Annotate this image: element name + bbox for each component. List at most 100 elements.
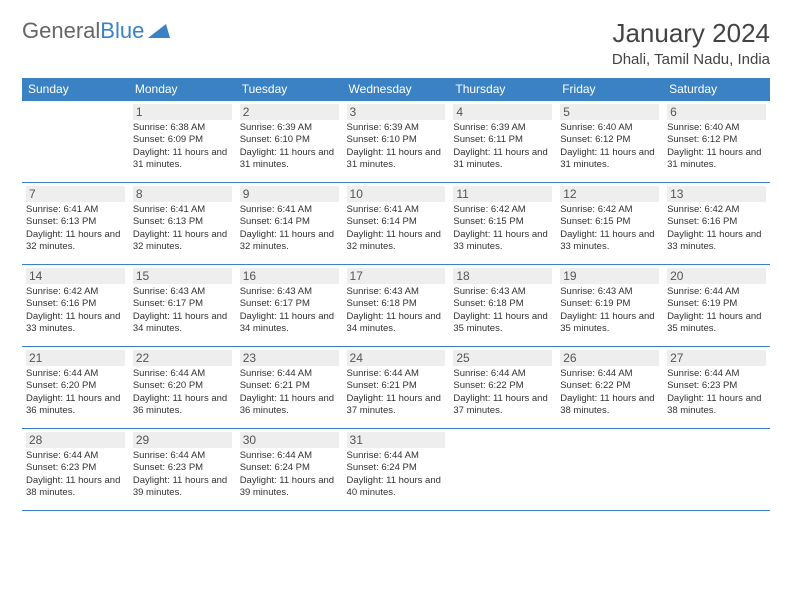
logo: GeneralBlue [22, 18, 170, 44]
sunset-line: Sunset: 6:21 PM [347, 380, 446, 392]
daylight-line: Daylight: 11 hours and 36 minutes. [240, 393, 339, 418]
sunrise-line: Sunrise: 6:42 AM [453, 204, 552, 216]
sunset-line: Sunset: 6:13 PM [26, 216, 125, 228]
calendar-cell: 20Sunrise: 6:44 AMSunset: 6:19 PMDayligh… [663, 265, 770, 347]
triangle-icon [148, 18, 170, 44]
day-number: 16 [240, 268, 339, 284]
sunrise-line: Sunrise: 6:41 AM [347, 204, 446, 216]
weekday-header: Monday [129, 78, 236, 101]
day-number: 5 [560, 104, 659, 120]
day-number: 12 [560, 186, 659, 202]
calendar-cell: 17Sunrise: 6:43 AMSunset: 6:18 PMDayligh… [343, 265, 450, 347]
day-number: 18 [453, 268, 552, 284]
calendar-week: 14Sunrise: 6:42 AMSunset: 6:16 PMDayligh… [22, 265, 770, 347]
weekday-row: SundayMondayTuesdayWednesdayThursdayFrid… [22, 78, 770, 101]
day-details: Sunrise: 6:43 AMSunset: 6:18 PMDaylight:… [453, 286, 552, 335]
sunrise-line: Sunrise: 6:38 AM [133, 122, 232, 134]
calendar-cell [449, 429, 556, 511]
daylight-line: Daylight: 11 hours and 35 minutes. [453, 311, 552, 336]
sunrise-line: Sunrise: 6:42 AM [560, 204, 659, 216]
calendar-cell [663, 429, 770, 511]
daylight-line: Daylight: 11 hours and 33 minutes. [26, 311, 125, 336]
daylight-line: Daylight: 11 hours and 38 minutes. [667, 393, 766, 418]
day-details: Sunrise: 6:39 AMSunset: 6:10 PMDaylight:… [240, 122, 339, 171]
weekday-header: Saturday [663, 78, 770, 101]
calendar-cell: 27Sunrise: 6:44 AMSunset: 6:23 PMDayligh… [663, 347, 770, 429]
day-details: Sunrise: 6:44 AMSunset: 6:19 PMDaylight:… [667, 286, 766, 335]
daylight-line: Daylight: 11 hours and 39 minutes. [240, 475, 339, 500]
calendar-cell: 26Sunrise: 6:44 AMSunset: 6:22 PMDayligh… [556, 347, 663, 429]
daylight-line: Daylight: 11 hours and 37 minutes. [453, 393, 552, 418]
day-details: Sunrise: 6:41 AMSunset: 6:13 PMDaylight:… [26, 204, 125, 253]
day-details: Sunrise: 6:44 AMSunset: 6:24 PMDaylight:… [347, 450, 446, 499]
calendar-head: SundayMondayTuesdayWednesdayThursdayFrid… [22, 78, 770, 101]
logo-text-1: General [22, 18, 100, 44]
day-number: 9 [240, 186, 339, 202]
day-details: Sunrise: 6:44 AMSunset: 6:20 PMDaylight:… [26, 368, 125, 417]
location: Dhali, Tamil Nadu, India [612, 51, 770, 68]
day-number: 24 [347, 350, 446, 366]
day-details: Sunrise: 6:38 AMSunset: 6:09 PMDaylight:… [133, 122, 232, 171]
daylight-line: Daylight: 11 hours and 35 minutes. [667, 311, 766, 336]
calendar-week: 7Sunrise: 6:41 AMSunset: 6:13 PMDaylight… [22, 183, 770, 265]
day-details: Sunrise: 6:44 AMSunset: 6:23 PMDaylight:… [26, 450, 125, 499]
daylight-line: Daylight: 11 hours and 31 minutes. [453, 147, 552, 172]
sunset-line: Sunset: 6:10 PM [347, 134, 446, 146]
calendar-cell: 10 Sunrise: 6:41 AMSunset: 6:14 PMDayligh… [343, 183, 450, 265]
daylight-line: Daylight: 11 hours and 32 minutes. [133, 229, 232, 254]
sunset-line: Sunset: 6:22 PM [453, 380, 552, 392]
sunrise-line: Sunrise: 6:42 AM [26, 286, 125, 298]
calendar-cell: 3 Sunrise: 6:39 AMSunset: 6:10 PMDaylight… [343, 101, 450, 183]
daylight-line: Daylight: 11 hours and 36 minutes. [26, 393, 125, 418]
day-details: Sunrise: 6:43 AMSunset: 6:19 PMDaylight:… [560, 286, 659, 335]
sunrise-line: Sunrise: 6:40 AM [667, 122, 766, 134]
calendar-cell: 31Sunrise: 6:44 AMSunset: 6:24 PMDayligh… [343, 429, 450, 511]
daylight-line: Daylight: 11 hours and 31 minutes. [560, 147, 659, 172]
calendar-week: 21Sunrise: 6:44 AMSunset: 6:20 PMDayligh… [22, 347, 770, 429]
sunrise-line: Sunrise: 6:41 AM [26, 204, 125, 216]
day-details: Sunrise: 6:40 AMSunset: 6:12 PMDaylight:… [667, 122, 766, 171]
daylight-line: Daylight: 11 hours and 31 minutes. [347, 147, 446, 172]
sunset-line: Sunset: 6:24 PM [347, 462, 446, 474]
sunset-line: Sunset: 6:11 PM [453, 134, 552, 146]
sunset-line: Sunset: 6:12 PM [560, 134, 659, 146]
calendar-cell: 13Sunrise: 6:42 AMSunset: 6:16 PMDayligh… [663, 183, 770, 265]
calendar-table: SundayMondayTuesdayWednesdayThursdayFrid… [22, 78, 770, 511]
day-details: Sunrise: 6:42 AMSunset: 6:15 PMDaylight:… [453, 204, 552, 253]
calendar-cell: 23Sunrise: 6:44 AMSunset: 6:21 PMDayligh… [236, 347, 343, 429]
calendar-cell: 28Sunrise: 6:44 AMSunset: 6:23 PMDayligh… [22, 429, 129, 511]
sunrise-line: Sunrise: 6:41 AM [240, 204, 339, 216]
day-details: Sunrise: 6:44 AMSunset: 6:20 PMDaylight:… [133, 368, 232, 417]
sunset-line: Sunset: 6:15 PM [453, 216, 552, 228]
day-number: 10 [347, 186, 446, 202]
day-number: 15 [133, 268, 232, 284]
daylight-line: Daylight: 11 hours and 31 minutes. [667, 147, 766, 172]
day-number: 4 [453, 104, 552, 120]
sunrise-line: Sunrise: 6:44 AM [347, 368, 446, 380]
header: GeneralBlue January 2024 Dhali, Tamil Na… [22, 18, 770, 68]
daylight-line: Daylight: 11 hours and 36 minutes. [133, 393, 232, 418]
logo-text-2: Blue [100, 18, 144, 44]
day-number: 3 [347, 104, 446, 120]
calendar-cell: 6Sunrise: 6:40 AMSunset: 6:12 PMDaylight… [663, 101, 770, 183]
sunset-line: Sunset: 6:15 PM [560, 216, 659, 228]
calendar-cell: 4Sunrise: 6:39 AMSunset: 6:11 PMDaylight… [449, 101, 556, 183]
sunrise-line: Sunrise: 6:41 AM [133, 204, 232, 216]
calendar-cell: 9Sunrise: 6:41 AMSunset: 6:14 PMDaylight… [236, 183, 343, 265]
daylight-line: Daylight: 11 hours and 31 minutes. [240, 147, 339, 172]
sunset-line: Sunset: 6:17 PM [240, 298, 339, 310]
weekday-header: Tuesday [236, 78, 343, 101]
day-number: 14 [26, 268, 125, 284]
daylight-line: Daylight: 11 hours and 37 minutes. [347, 393, 446, 418]
sunset-line: Sunset: 6:19 PM [560, 298, 659, 310]
day-number: 25 [453, 350, 552, 366]
day-details: Sunrise: 6:42 AMSunset: 6:16 PMDaylight:… [667, 204, 766, 253]
day-details: Sunrise: 6:41 AMSunset: 6:14 PMDaylight:… [347, 204, 446, 253]
daylight-line: Daylight: 11 hours and 33 minutes. [560, 229, 659, 254]
calendar-cell: 29Sunrise: 6:44 AMSunset: 6:23 PMDayligh… [129, 429, 236, 511]
weekday-header: Sunday [22, 78, 129, 101]
daylight-line: Daylight: 11 hours and 31 minutes. [133, 147, 232, 172]
day-number: 2 [240, 104, 339, 120]
day-details: Sunrise: 6:39 AMSunset: 6:10 PMDaylight:… [347, 122, 446, 171]
sunset-line: Sunset: 6:17 PM [133, 298, 232, 310]
